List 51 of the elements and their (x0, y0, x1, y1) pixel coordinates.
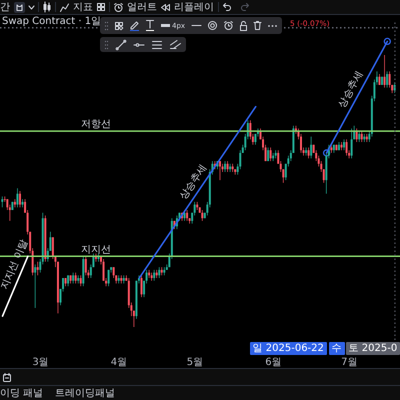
candlestick (158, 266, 160, 278)
ref-line-label: 지지선 (81, 244, 111, 256)
candlestick (267, 147, 270, 162)
candlestick (36, 261, 39, 276)
candlestick (201, 210, 204, 222)
candlestick (74, 272, 77, 284)
candlestick (356, 128, 358, 142)
candlestick (59, 288, 62, 306)
candlestick (386, 70, 388, 88)
candlestick (310, 136, 312, 159)
chart-title: Swap Contract · 1일 (2, 16, 102, 28)
candlestick (153, 270, 156, 282)
candlestick (350, 128, 353, 159)
x-tick-label: 5월 (186, 357, 204, 368)
candlestick (388, 70, 391, 88)
candlestick (112, 266, 115, 278)
candlestick (14, 198, 16, 208)
candlestick (34, 264, 36, 308)
candlestick (84, 256, 87, 276)
candlestick (52, 236, 54, 260)
candlestick (346, 138, 348, 156)
candlestick (108, 270, 110, 287)
candlestick (360, 130, 363, 142)
x-tick-label: 4월 (110, 357, 128, 368)
candlestick (72, 272, 74, 284)
toolbar: 간 지표 얼러트 리플레이 (0, 0, 400, 15)
candlestick (22, 198, 24, 208)
candlestick (186, 210, 188, 222)
candlestick (343, 138, 346, 151)
candlestick (80, 274, 82, 287)
text: 토 2025-0 (346, 342, 400, 355)
x-tick-label: 7월 (341, 357, 358, 368)
candlestick (224, 160, 226, 172)
candlestick (308, 147, 310, 159)
candlestick (140, 274, 143, 298)
candlestick (378, 74, 380, 86)
text: 수 (328, 342, 345, 355)
candlestick (1, 196, 4, 208)
bottom-panel: 이딩 패널 트레이딩패널 (0, 368, 400, 400)
candlestick (358, 130, 360, 142)
x-tick-label: 6월 (265, 357, 282, 368)
candlestick (384, 54, 386, 88)
candlestick (16, 188, 18, 208)
candlestick (270, 147, 272, 162)
candlestick (340, 142, 343, 151)
x-tick-label: 3월 (32, 357, 49, 368)
candlestick (226, 160, 229, 172)
candlestick (18, 190, 21, 208)
candlestick (218, 160, 221, 180)
text: 일 2025-06-22 (250, 342, 327, 355)
ref-line-label: 저항선 (81, 119, 111, 130)
